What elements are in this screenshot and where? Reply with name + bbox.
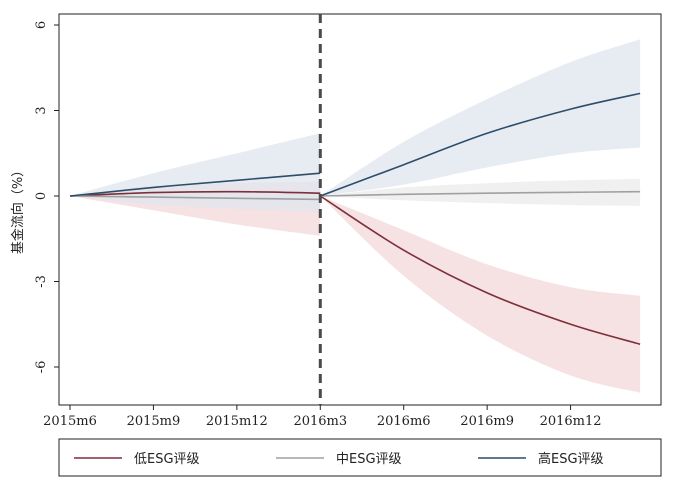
x-tick-label-1: 2015m9	[127, 414, 181, 429]
line-post-0	[319, 195, 641, 345]
band-post-0	[320, 196, 641, 393]
legend-box	[58, 438, 662, 477]
y-tick-label-0: 6	[34, 21, 49, 29]
y-tick-label-1: 3	[34, 106, 49, 114]
line-pre-0	[69, 190, 321, 197]
legend-label-1: 中ESG评级	[336, 452, 402, 467]
x-tick-label-6: 2016m12	[540, 414, 602, 429]
y-tick-label-4: -6	[34, 361, 49, 374]
line-pre-1	[69, 195, 321, 201]
x-tick-label-3: 2016m3	[293, 414, 347, 429]
y-tick-label-3: -3	[34, 275, 49, 288]
x-tick-label-2: 2015m12	[206, 414, 268, 429]
y-axis-label: 基金流向（%）	[10, 164, 26, 254]
x-tick-label-4: 2016m6	[377, 414, 431, 429]
legend-label-0: 低ESG评级	[134, 452, 200, 467]
y-axis: 6 3 0 -3 -6	[34, 21, 59, 373]
band-post-1	[320, 178, 641, 206]
x-axis: 2015m6 2015m9 2015m12 2016m3 2016m6 2016m9 201…	[43, 405, 602, 429]
line-post-1	[320, 190, 641, 197]
line-pre-2	[69, 172, 321, 197]
y-tick-label-2: 0	[34, 192, 49, 200]
x-tick-label-0: 2015m6	[43, 414, 97, 429]
x-tick-label-5: 2016m9	[460, 414, 514, 429]
legend: 低ESG评级 中ESG评级 高ESG评级	[74, 451, 604, 467]
line-post-2	[320, 92, 641, 197]
legend-label-2: 高ESG评级	[538, 451, 604, 467]
series-lines	[69, 92, 641, 345]
confidence-bands	[70, 39, 641, 393]
band-post-2	[320, 39, 641, 196]
